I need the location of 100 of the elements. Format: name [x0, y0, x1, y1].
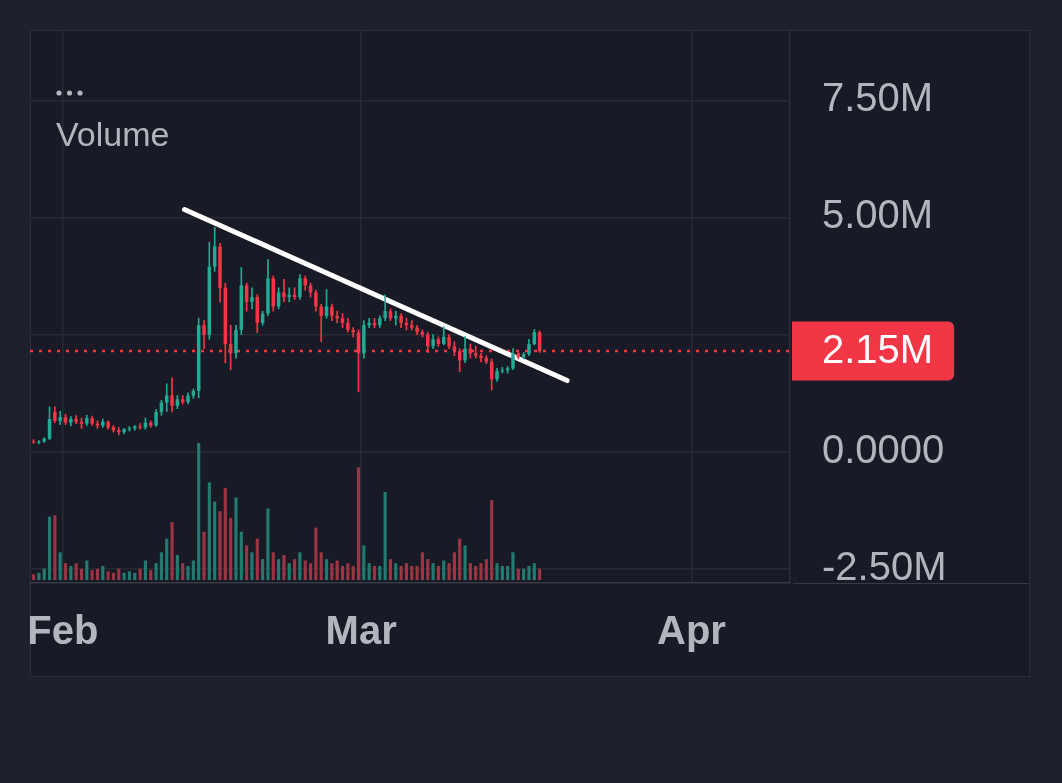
bar — [149, 570, 153, 580]
bar — [138, 568, 142, 580]
bar — [42, 568, 46, 580]
bar — [426, 559, 430, 580]
bar — [95, 568, 100, 580]
candlestick — [282, 278, 286, 303]
bar — [308, 563, 313, 580]
bar — [479, 563, 483, 580]
bar — [106, 571, 110, 580]
bar — [127, 571, 132, 580]
bar — [415, 565, 419, 580]
bar — [229, 518, 233, 580]
bar — [261, 559, 265, 580]
candlestick — [351, 327, 355, 338]
bar — [399, 565, 403, 580]
bar — [159, 552, 163, 580]
bar — [101, 565, 105, 580]
y-tick-label: -2.50M — [822, 543, 947, 588]
candlestick — [138, 423, 142, 430]
bar — [298, 552, 302, 580]
bar — [436, 565, 440, 580]
bar — [420, 552, 425, 580]
bar — [431, 563, 435, 580]
bar — [442, 560, 446, 580]
bar — [378, 565, 382, 580]
bar — [303, 560, 307, 580]
bar — [271, 552, 275, 580]
bar — [74, 563, 78, 580]
bar — [85, 560, 89, 580]
bar — [500, 565, 504, 580]
candlestick — [250, 287, 254, 310]
bar — [335, 560, 339, 580]
bar — [143, 560, 147, 580]
candlestick — [319, 303, 323, 342]
bar — [213, 501, 217, 580]
bar — [287, 563, 291, 580]
bar — [266, 508, 270, 580]
bar — [356, 467, 361, 580]
x-tick-label: Feb — [27, 608, 99, 653]
bar — [154, 563, 158, 580]
bar — [463, 545, 467, 580]
bar — [191, 560, 195, 580]
bar — [170, 522, 174, 580]
bar — [314, 527, 318, 580]
bar — [223, 487, 227, 580]
bar — [207, 482, 211, 580]
candlestick — [394, 310, 398, 326]
bar — [186, 565, 190, 580]
bar — [245, 545, 249, 580]
bar — [202, 531, 206, 580]
bar — [388, 559, 393, 580]
bar — [165, 538, 169, 580]
bar — [47, 516, 52, 580]
bar — [37, 572, 41, 580]
chart-title: Volume — [56, 115, 170, 155]
bar — [53, 515, 57, 580]
bar — [511, 552, 515, 580]
bar — [538, 568, 542, 580]
bar — [468, 563, 472, 580]
bar — [532, 563, 536, 580]
bar — [452, 552, 456, 580]
bar — [293, 559, 297, 580]
bar — [372, 565, 377, 580]
bar — [410, 565, 414, 580]
ref-line-label: 2.15M — [822, 327, 934, 372]
bar — [197, 443, 201, 580]
bar — [133, 572, 137, 580]
bar — [111, 572, 116, 580]
bar — [31, 574, 36, 580]
x-tick-label: Mar — [325, 608, 397, 653]
bar — [495, 563, 499, 580]
bar — [319, 552, 323, 580]
bar — [351, 565, 355, 580]
bar — [394, 563, 398, 580]
bar — [277, 559, 281, 580]
bar — [69, 565, 73, 580]
bar — [330, 563, 334, 580]
bar — [122, 572, 126, 580]
y-tick-label: 0.0000 — [822, 426, 945, 471]
bar — [282, 555, 286, 580]
candlestick — [383, 294, 387, 321]
bar — [58, 552, 62, 580]
bar — [181, 563, 185, 580]
bar — [516, 568, 520, 580]
bar — [255, 538, 259, 580]
candlestick — [367, 317, 371, 328]
bar — [175, 555, 179, 580]
bar — [346, 563, 350, 580]
bar — [362, 545, 366, 580]
bar — [239, 531, 243, 580]
bar — [250, 552, 254, 580]
bar — [447, 563, 451, 580]
bar — [340, 565, 345, 580]
bar — [490, 500, 494, 580]
bar — [117, 568, 121, 580]
bar — [383, 491, 387, 580]
bar — [63, 563, 68, 580]
x-tick-label: Apr — [657, 608, 726, 653]
bar — [324, 559, 329, 580]
bar — [527, 565, 531, 580]
